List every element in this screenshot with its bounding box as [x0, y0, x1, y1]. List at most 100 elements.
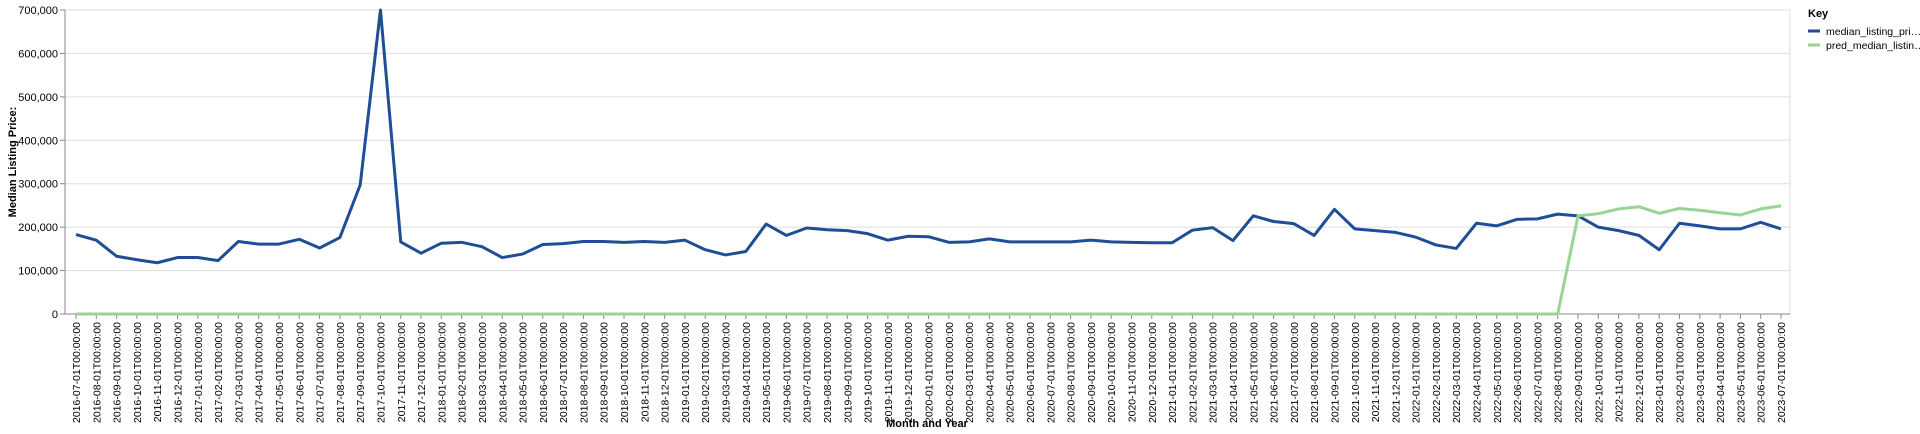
- x-tick-label: 2018-07-01T00:00:00: [558, 322, 570, 423]
- x-tick-label: 2016-08-01T00:00:00: [91, 322, 103, 423]
- x-tick-label: 2020-03-01T00:00:00: [964, 322, 976, 423]
- x-axis-title: Month and Year: [886, 418, 968, 430]
- series-line: [75, 8, 1782, 265]
- x-tick-label: 2021-10-01T00:00:00: [1350, 322, 1362, 423]
- y-tick-label: 700,000: [18, 5, 58, 17]
- x-tick-label: 2022-08-01T00:00:00: [1553, 322, 1565, 423]
- x-tick-label: 2021-01-01T00:00:00: [1167, 322, 1179, 423]
- x-tick-label: 2017-09-01T00:00:00: [355, 322, 367, 423]
- x-tick-label: 2017-11-01T00:00:00: [396, 322, 408, 422]
- x-tick-label: 2018-10-01T00:00:00: [619, 322, 631, 423]
- x-tick-label: 2017-06-01T00:00:00: [294, 322, 306, 423]
- x-tick-label: 2022-02-01T00:00:00: [1431, 322, 1443, 423]
- x-tick-label: 2023-04-01T00:00:00: [1715, 322, 1727, 423]
- x-tick-label: 2019-09-01T00:00:00: [842, 322, 854, 423]
- x-tick-label: 2020-02-01T00:00:00: [944, 322, 956, 423]
- x-tick-label: 2023-01-01T00:00:00: [1654, 322, 1666, 423]
- x-tick-label: 2022-01-01T00:00:00: [1411, 322, 1423, 423]
- legend-label: pred_median_listin…: [1826, 40, 1920, 52]
- y-tick-label: 500,000: [18, 92, 58, 104]
- x-tick-label: 2019-04-01T00:00:00: [741, 322, 753, 423]
- x-tick-label: 2018-01-01T00:00:00: [436, 322, 448, 423]
- x-tick-label: 2019-02-01T00:00:00: [700, 322, 712, 423]
- x-tick-label: 2022-03-01T00:00:00: [1451, 322, 1463, 423]
- x-tick-label: 2019-05-01T00:00:00: [761, 322, 773, 423]
- x-tick-label: 2021-07-01T00:00:00: [1289, 322, 1301, 423]
- x-tick-label: 2019-03-01T00:00:00: [721, 322, 733, 423]
- x-tick-label: 2016-12-01T00:00:00: [172, 322, 184, 423]
- x-tick-label: 2022-09-01T00:00:00: [1573, 322, 1585, 423]
- x-tick-label: 2022-11-01T00:00:00: [1614, 322, 1626, 422]
- x-tick-label: 2020-05-01T00:00:00: [1005, 322, 1017, 423]
- x-tick-label: 2020-01-01T00:00:00: [924, 322, 936, 423]
- x-tick-label: 2021-08-01T00:00:00: [1309, 322, 1321, 423]
- x-tick-label: 2019-11-01T00:00:00: [883, 322, 895, 422]
- x-tick-label: 2022-05-01T00:00:00: [1492, 322, 1504, 423]
- x-tick-label: 2019-10-01T00:00:00: [863, 322, 875, 423]
- x-tick-label: 2021-02-01T00:00:00: [1187, 322, 1199, 423]
- x-tick-label: 2021-06-01T00:00:00: [1269, 322, 1281, 423]
- x-tick-label: 2022-12-01T00:00:00: [1634, 322, 1646, 423]
- x-tick-label: 2018-11-01T00:00:00: [639, 322, 651, 422]
- x-tick-label: 2020-08-01T00:00:00: [1066, 322, 1078, 423]
- x-tick-label: 2020-06-01T00:00:00: [1025, 322, 1037, 423]
- x-tick-label: 2019-01-01T00:00:00: [680, 322, 692, 423]
- x-tick-label: 2022-07-01T00:00:00: [1532, 322, 1544, 423]
- x-tick-label: 2021-03-01T00:00:00: [1208, 322, 1220, 423]
- x-tick-label: 2019-08-01T00:00:00: [822, 322, 834, 423]
- x-tick-label: 2021-04-01T00:00:00: [1228, 322, 1240, 423]
- legend-label: median_listing_pri…: [1826, 26, 1920, 38]
- x-tick-label: 2017-08-01T00:00:00: [335, 322, 347, 423]
- x-tick-label: 2017-03-01T00:00:00: [233, 322, 245, 423]
- y-tick-label: 200,000: [18, 222, 58, 234]
- x-tick-label: 2016-10-01T00:00:00: [132, 322, 144, 423]
- x-tick-label: 2022-04-01T00:00:00: [1472, 322, 1484, 423]
- y-axis-title: Median Listing Price:: [7, 107, 19, 218]
- x-tick-label: 2022-10-01T00:00:00: [1593, 322, 1605, 423]
- y-tick-label: 300,000: [18, 179, 58, 191]
- x-tick-label: 2023-06-01T00:00:00: [1756, 322, 1768, 423]
- y-tick-label: 0: [52, 309, 58, 321]
- legend-title: Key: [1808, 8, 1829, 20]
- y-tick-label: 600,000: [18, 48, 58, 60]
- x-tick-label: 2018-03-01T00:00:00: [477, 322, 489, 423]
- x-tick-label: 2017-10-01T00:00:00: [375, 322, 387, 423]
- x-tick-label: 2018-06-01T00:00:00: [538, 322, 550, 423]
- x-tick-label: 2018-09-01T00:00:00: [599, 322, 611, 423]
- x-tick-label: 2018-08-01T00:00:00: [578, 322, 590, 423]
- x-tick-label: 2018-04-01T00:00:00: [497, 322, 509, 423]
- x-tick-label: 2017-07-01T00:00:00: [315, 322, 327, 423]
- x-tick-label: 2023-07-01T00:00:00: [1776, 322, 1788, 423]
- series-line: [76, 204, 1782, 316]
- x-tick-label: 2016-11-01T00:00:00: [152, 322, 164, 422]
- x-tick-label: 2021-09-01T00:00:00: [1329, 322, 1341, 423]
- x-tick-label: 2020-09-01T00:00:00: [1086, 322, 1098, 423]
- x-tick-label: 2017-05-01T00:00:00: [274, 322, 286, 423]
- x-tick-label: 2019-06-01T00:00:00: [781, 322, 793, 423]
- x-tick-label: 2021-11-01T00:00:00: [1370, 322, 1382, 422]
- x-tick-label: 2016-07-01T00:00:00: [71, 322, 83, 423]
- x-tick-label: 2022-06-01T00:00:00: [1512, 322, 1524, 423]
- x-tick-label: 2017-01-01T00:00:00: [193, 322, 205, 423]
- x-tick-label: 2020-10-01T00:00:00: [1106, 322, 1118, 423]
- x-tick-label: 2020-07-01T00:00:00: [1045, 322, 1057, 423]
- x-tick-label: 2020-11-01T00:00:00: [1126, 322, 1138, 422]
- x-tick-label: 2020-12-01T00:00:00: [1147, 322, 1159, 423]
- x-tick-label: 2017-04-01T00:00:00: [254, 322, 266, 423]
- y-tick-label: 400,000: [18, 135, 58, 147]
- x-tick-label: 2019-07-01T00:00:00: [802, 322, 814, 423]
- x-tick-label: 2023-03-01T00:00:00: [1695, 322, 1707, 423]
- x-tick-label: 2019-12-01T00:00:00: [903, 322, 915, 423]
- x-tick-label: 2023-05-01T00:00:00: [1735, 322, 1747, 423]
- x-tick-label: 2018-05-01T00:00:00: [518, 322, 530, 423]
- x-tick-label: 2016-09-01T00:00:00: [112, 322, 124, 423]
- x-tick-label: 2017-02-01T00:00:00: [213, 322, 225, 423]
- x-tick-label: 2020-04-01T00:00:00: [984, 322, 996, 423]
- x-tick-label: 2023-02-01T00:00:00: [1675, 322, 1687, 423]
- y-tick-label: 100,000: [18, 266, 58, 278]
- x-tick-label: 2021-12-01T00:00:00: [1390, 322, 1402, 423]
- x-tick-label: 2021-05-01T00:00:00: [1248, 322, 1260, 423]
- x-tick-label: 2018-12-01T00:00:00: [660, 322, 672, 423]
- x-tick-label: 2018-02-01T00:00:00: [457, 322, 469, 423]
